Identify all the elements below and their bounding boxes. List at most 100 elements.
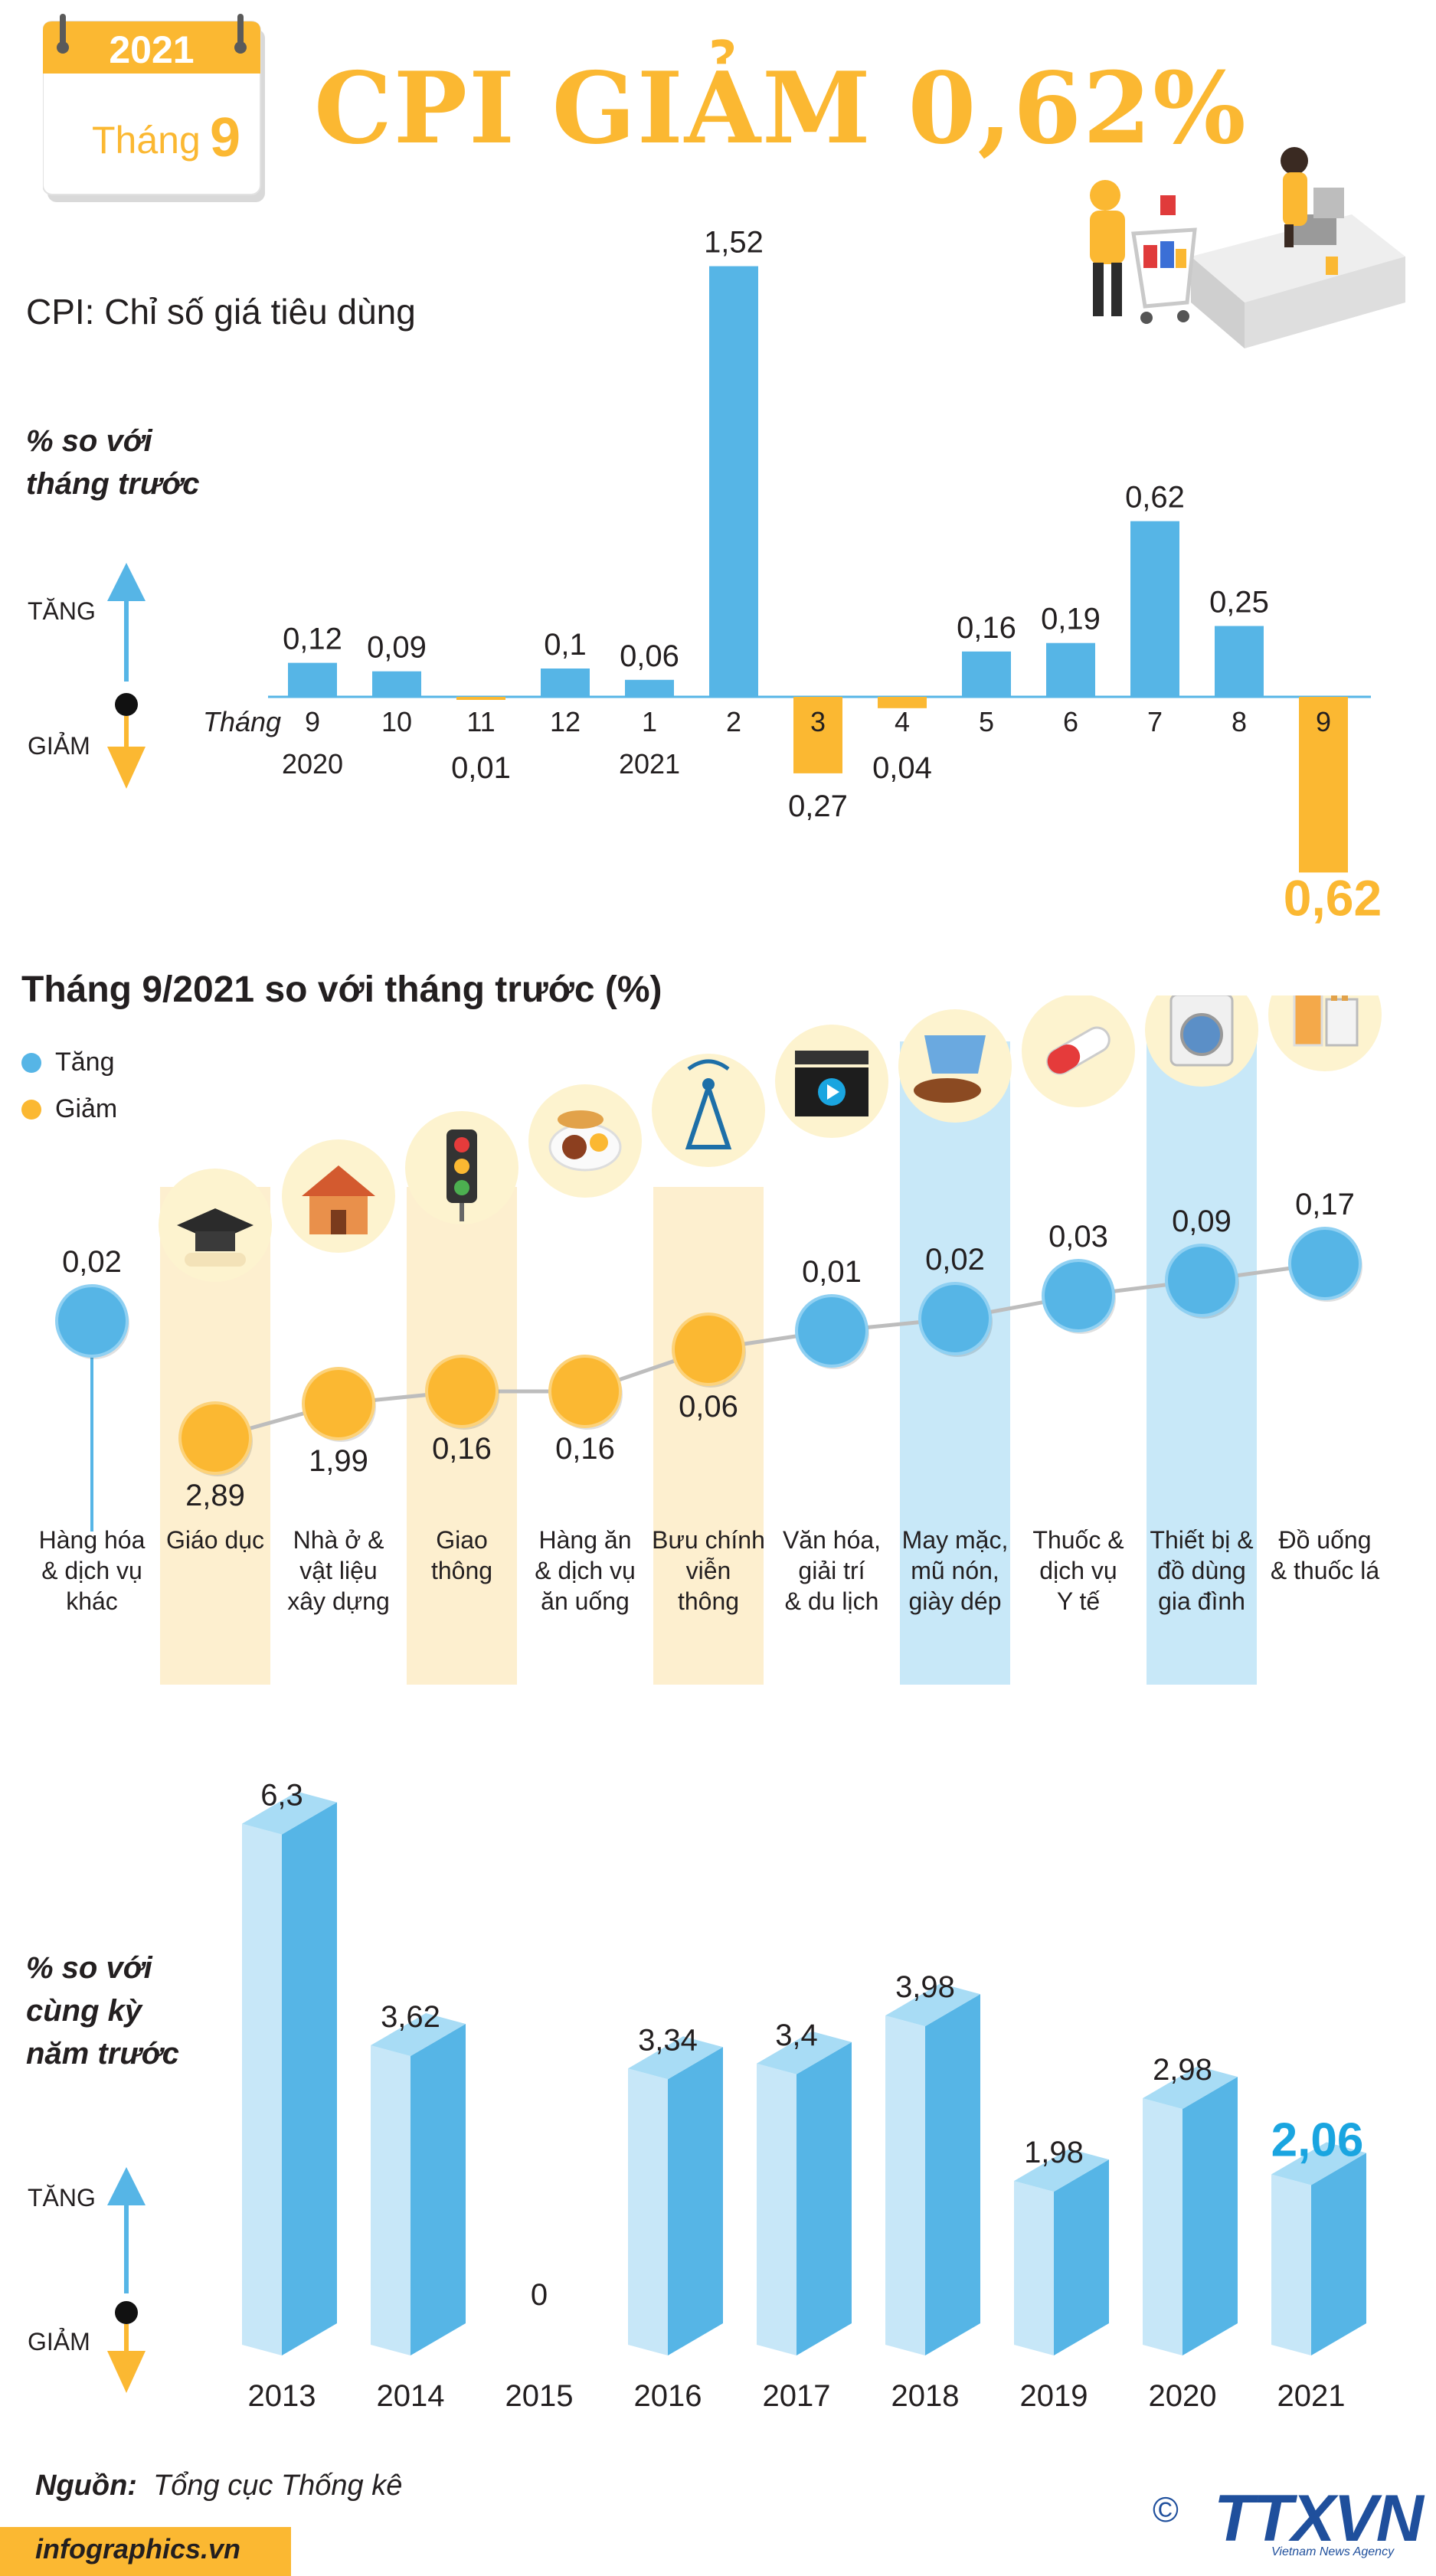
chart1-value-label: 0,09	[367, 631, 427, 665]
sector-category-label: Hàng hóa	[39, 1526, 146, 1554]
sector-dot	[548, 1355, 622, 1428]
chart1-bar	[372, 671, 421, 697]
chart1-x-prefix: Tháng	[203, 706, 281, 737]
chart1-tick-label: 6	[1063, 706, 1078, 737]
sector-dot	[918, 1282, 992, 1355]
shirt-shape	[924, 1035, 986, 1074]
washing-machine-icon	[1145, 995, 1258, 1087]
year-bar-front	[1014, 2181, 1054, 2355]
year-tick-label: 2014	[377, 2379, 445, 2413]
chart1-bar	[962, 651, 1011, 697]
chart1-value-label: 0,1	[544, 628, 587, 662]
chart1-tick-label: 1	[642, 706, 657, 737]
play-triangle	[827, 1084, 839, 1100]
year-bar-front	[371, 2045, 411, 2355]
sector-category-label: Nhà ở &	[293, 1526, 384, 1554]
chart1-value-label: 0,06	[620, 639, 679, 673]
steak-shape	[562, 1135, 587, 1159]
chart1-bar	[456, 697, 505, 700]
chart3-tang-label: TĂNG	[28, 2184, 96, 2212]
sector-dot	[178, 1401, 252, 1475]
machine-door	[1180, 1013, 1223, 1056]
calendar-year: 2021	[109, 28, 194, 71]
chart1-ylabel-line: tháng trước	[26, 467, 200, 501]
sector-value-label: 0,06	[679, 1390, 738, 1424]
legend-label: Giảm	[55, 1094, 118, 1123]
chart1-bar	[1215, 626, 1264, 697]
chart1-value-label: 1,52	[704, 226, 764, 260]
bread-shape	[558, 1110, 604, 1129]
house-icon	[282, 1139, 395, 1253]
film-clapper-icon	[775, 1025, 888, 1138]
sector-value-label: 1,99	[309, 1444, 368, 1478]
sector-category-label: Giáo dục	[166, 1526, 264, 1554]
sector-category-label: & du lịch	[785, 1587, 879, 1615]
sector-dot	[425, 1355, 499, 1428]
year-value-label: 3,62	[381, 2000, 440, 2034]
light-pole	[460, 1203, 464, 1221]
calendar-badge: 2021 Tháng 9	[42, 14, 270, 207]
chart1-value-label: 0,25	[1209, 586, 1269, 619]
sector-dot	[672, 1313, 745, 1386]
year-value-label: 2,06	[1271, 2114, 1364, 2167]
year-bar-side	[1054, 2159, 1109, 2355]
sector-dot	[1042, 1259, 1115, 1332]
sector-highlight-column	[1147, 1041, 1257, 1685]
chart1-giam-label: GIẢM	[28, 732, 90, 760]
legend-item-tang: Tăng	[21, 1048, 117, 1077]
sector-dot	[302, 1367, 375, 1440]
year-bar-side	[1182, 2077, 1238, 2355]
chart3-ylabel: % so với cùng kỳ năm trước	[26, 1947, 179, 2075]
chart1-tick-label: 9	[305, 706, 320, 737]
sector-dot	[795, 1294, 868, 1368]
chart1-tick-label: 2	[726, 706, 741, 737]
chart1-value-label: 0,16	[957, 611, 1016, 645]
food-plate-icon	[528, 1084, 642, 1198]
sector-category-label: đồ dùng	[1157, 1557, 1246, 1584]
site-link[interactable]: infographics.vn	[35, 2533, 241, 2565]
sector-highlight-column	[900, 1041, 1010, 1685]
year-value-label: 1,98	[1024, 2136, 1084, 2169]
chart1-tick-label: 10	[381, 706, 412, 737]
sector-category-label: giày dép	[909, 1587, 1002, 1615]
sector-trend-line	[214, 1261, 1326, 1440]
cigarette-shape	[1342, 995, 1348, 1001]
year-value-label: 3,4	[775, 2019, 818, 2052]
sector-legend: Tăng Giảm	[21, 1048, 117, 1124]
year-bar-side	[925, 1994, 980, 2355]
yearly-cpi-chart: 6,3 2013 3,62 2014 0 2015 3,34 2016 3,4 2017 3,98 2…	[242, 1779, 1366, 2413]
chart1-bar	[625, 679, 674, 697]
chart1-value-label: 0,12	[283, 623, 342, 656]
signal-wave	[687, 1059, 730, 1071]
chart1-ylabel: % so với tháng trước	[26, 420, 200, 505]
chart1-ylabel-line: % so với	[26, 424, 152, 458]
year-tick-label: 2021	[1277, 2379, 1346, 2413]
sector-value-label: 0,16	[432, 1432, 492, 1466]
light-red	[454, 1137, 469, 1152]
icon-bg-circle	[652, 1054, 765, 1167]
sector-category-label: & thuốc lá	[1271, 1557, 1380, 1584]
chart1-bar	[878, 697, 927, 708]
sector-category-label: mũ nón,	[911, 1557, 999, 1584]
year-tick-label: 2017	[763, 2379, 831, 2413]
chart1-tick-label: 4	[895, 706, 910, 737]
sector-value-label: 2,89	[185, 1479, 245, 1512]
year-bar-front	[242, 1823, 282, 2355]
chart1-bar	[541, 669, 590, 697]
sector-category-label: & dịch vụ	[41, 1557, 142, 1584]
year-value-label: 2,98	[1153, 2053, 1212, 2087]
year-bar-side	[1311, 2153, 1366, 2355]
sector-category-label: xây dựng	[287, 1587, 390, 1615]
legend-dot-blue-icon	[21, 1052, 41, 1073]
chart1-value-label: 0,04	[872, 751, 932, 785]
sector-category-label: Bưu chính	[652, 1526, 765, 1554]
calendar-month-value: 9	[210, 107, 240, 168]
year-bar-side	[411, 2024, 466, 2355]
traffic-light-icon	[405, 1111, 518, 1224]
radio-tower-icon	[652, 1054, 765, 1167]
pill-half	[1047, 1044, 1081, 1074]
chart1-tick-label: 11	[466, 706, 495, 737]
sector-category-label: Đồ uống	[1279, 1526, 1372, 1554]
sector-category-label: khác	[66, 1587, 118, 1615]
year-bar-top	[1271, 2142, 1366, 2185]
